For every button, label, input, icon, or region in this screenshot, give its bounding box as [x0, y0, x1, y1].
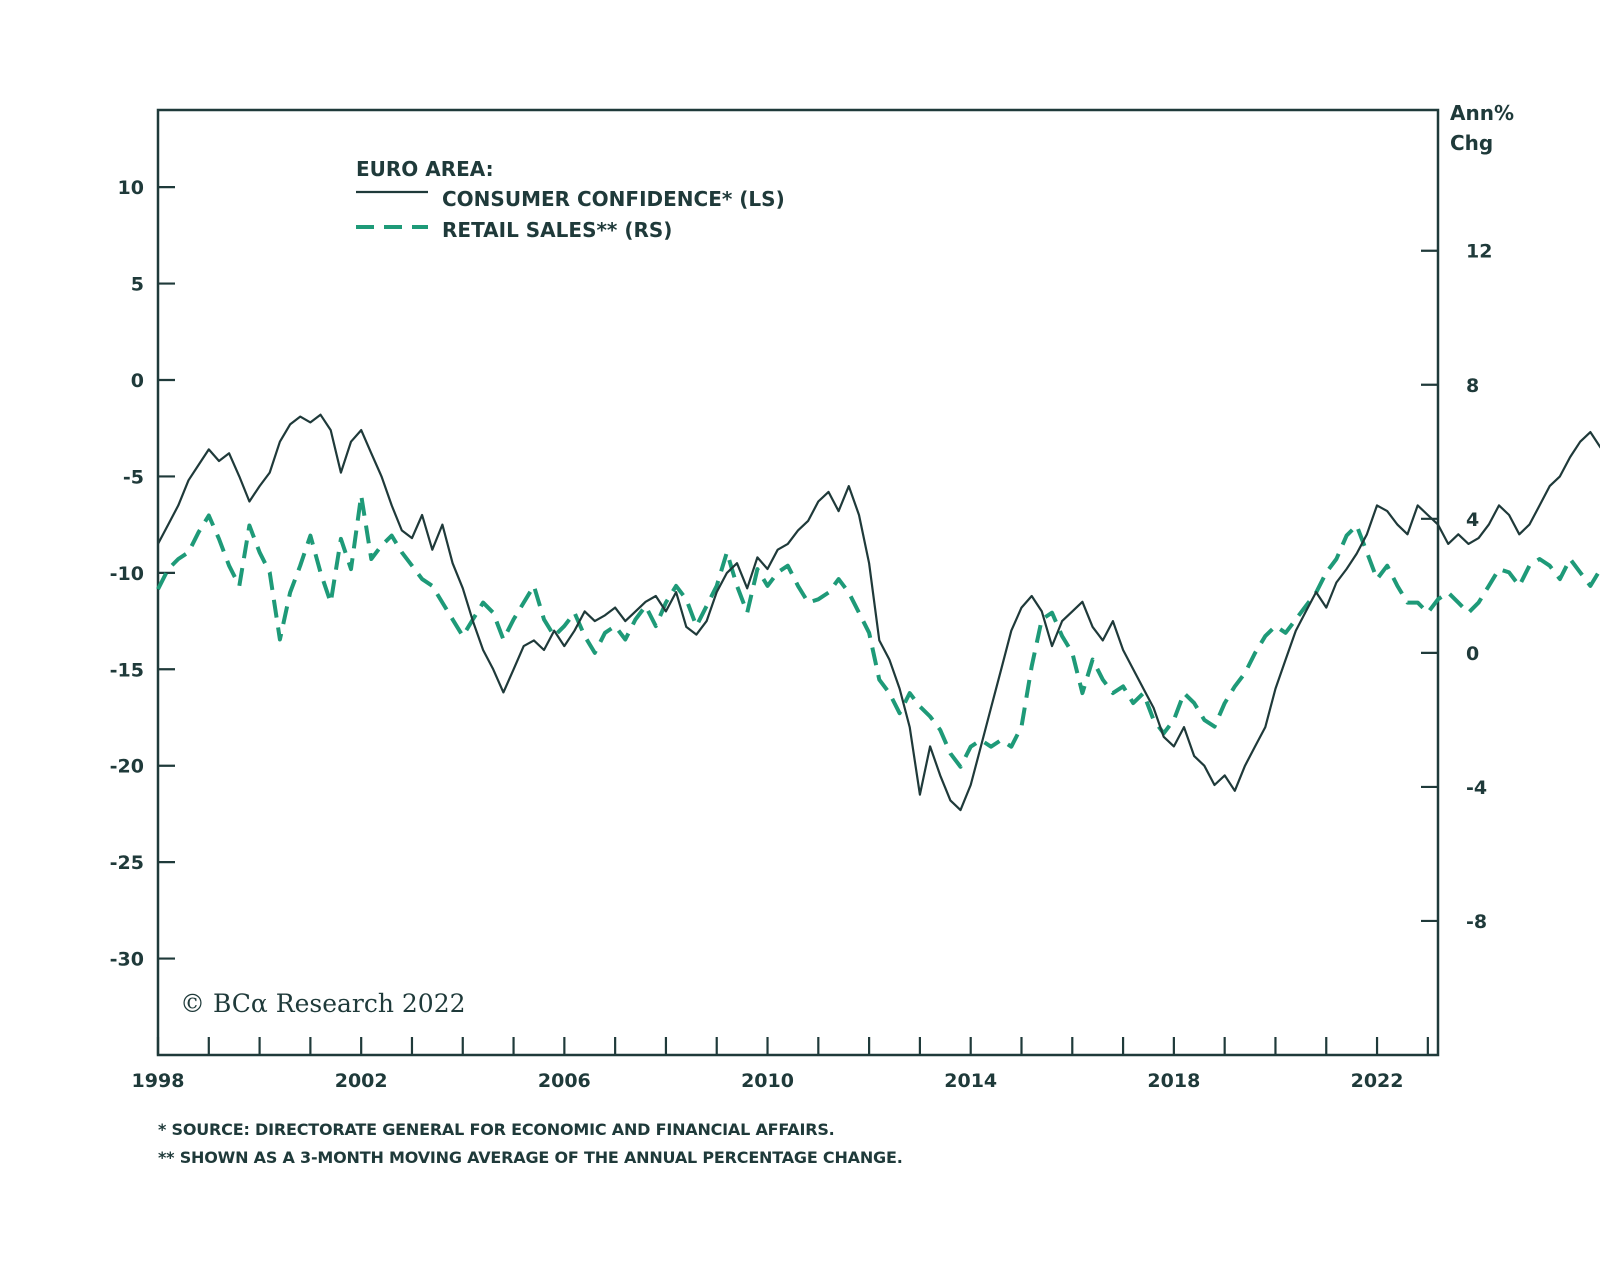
left-tick-label: 10: [118, 177, 144, 199]
plot-frame: [156, 108, 1440, 1057]
x-tick-label: 2014: [944, 1070, 997, 1092]
x-tick-label: 2018: [1147, 1070, 1200, 1092]
footnote-source: * SOURCE: DIRECTORATE GENERAL FOR ECONOM…: [158, 1120, 835, 1139]
right-axis: 12 8 4 0 -4 -8: [1421, 241, 1492, 933]
legend-entry-retail-sales: RETAIL SALES** (RS): [442, 218, 672, 242]
x-tick-label: 2022: [1351, 1070, 1404, 1092]
left-tick-label: -5: [123, 466, 144, 488]
x-tick-label: 2006: [538, 1070, 591, 1092]
right-axis-unit-label-2: Chg: [1450, 131, 1493, 155]
series-retail-sales-line: [156, 493, 1600, 769]
x-tick-label: 2010: [741, 1070, 794, 1092]
footnote-moving-average: ** SHOWN AS A 3-MONTH MOVING AVERAGE OF …: [158, 1148, 903, 1167]
left-tick-label: 5: [131, 274, 144, 296]
right-tick-label: -4: [1466, 777, 1487, 799]
legend-heading: EURO AREA:: [356, 157, 494, 181]
left-tick-label: 0: [131, 370, 144, 392]
source-credit: © BCα Research 2022: [180, 989, 466, 1018]
right-tick-label: 4: [1466, 509, 1479, 531]
right-tick-label: -8: [1466, 911, 1487, 933]
x-tick-label: 1998: [132, 1070, 185, 1092]
series-consumer-confidence-line: [157, 413, 1600, 812]
left-tick-label: -30: [110, 949, 144, 971]
left-tick-label: -10: [110, 563, 144, 585]
left-tick-label: -25: [110, 852, 144, 874]
left-axis: 10 5 0 -5 -10 -15 -20 -25 -30: [110, 177, 175, 971]
x-axis: 1998 2002 2006 2010 2014 2018 2022: [132, 1037, 1429, 1092]
x-tick-label: 2002: [335, 1070, 388, 1092]
left-tick-label: -20: [110, 756, 144, 778]
legend-entry-consumer-confidence: CONSUMER CONFIDENCE* (LS): [442, 187, 785, 211]
legend: EURO AREA: CONSUMER CONFIDENCE* (LS) RET…: [356, 157, 785, 242]
right-axis-unit-label-1: Ann%: [1450, 101, 1514, 125]
right-tick-label: 8: [1466, 375, 1479, 397]
left-tick-label: -15: [110, 659, 144, 681]
right-tick-label: 0: [1466, 643, 1479, 665]
right-tick-label: 12: [1466, 241, 1492, 263]
